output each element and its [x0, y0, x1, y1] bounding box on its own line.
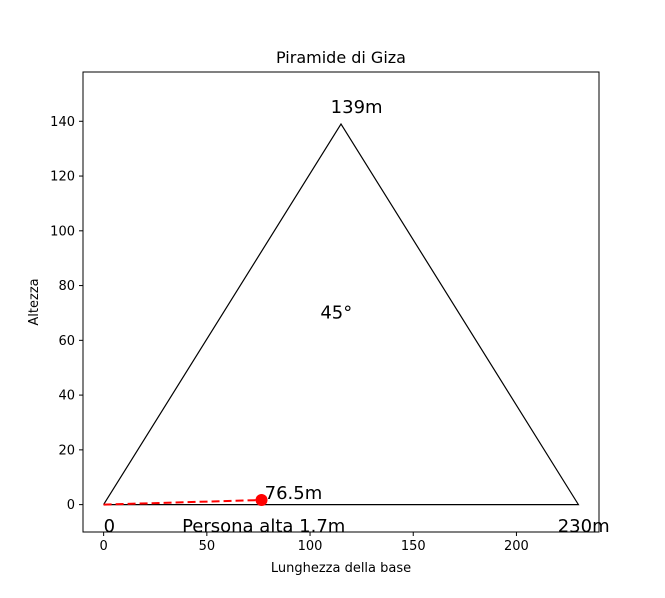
y-axis-label: Altezza [27, 278, 42, 325]
annotation-label: 76.5m [265, 483, 323, 504]
series-layer [103, 122, 580, 506]
x-tick-label: 150 [401, 539, 426, 554]
y-tick-label: 40 [58, 389, 75, 404]
plot-frame [82, 71, 600, 533]
y-axis-ticks: 0 20 40 60 80 100 120 140 [50, 115, 83, 513]
x-tick-label: 100 [298, 539, 323, 554]
marker-point [255, 493, 268, 506]
x-tick-label: 50 [199, 539, 216, 554]
y-tick-label: 100 [50, 224, 75, 239]
plot-area [83, 72, 599, 532]
y-tick-label: 140 [50, 115, 75, 130]
x-tick-label: 0 [99, 539, 107, 554]
sightline-dashed [103, 499, 262, 506]
point-layer [255, 493, 268, 506]
y-tick-label: 80 [58, 279, 75, 294]
x-axis-ticks: 0 50 100 150 200 [99, 532, 529, 554]
annotation-label: 45° [320, 302, 352, 323]
x-axis-label: Lunghezza della base [271, 561, 411, 576]
chart-title: Piramide di Giza [276, 48, 406, 67]
pyramid-outline [103, 122, 580, 506]
x-tick-label: 200 [504, 539, 529, 554]
annotation-label: 0 [104, 516, 115, 537]
y-tick-label: 0 [67, 498, 75, 513]
y-tick-label: 60 [58, 334, 75, 349]
y-tick-label: 120 [50, 170, 75, 185]
annotation-label: 230m [558, 516, 610, 537]
y-tick-label: 20 [58, 443, 75, 458]
annotation-label: 139m [331, 97, 383, 118]
